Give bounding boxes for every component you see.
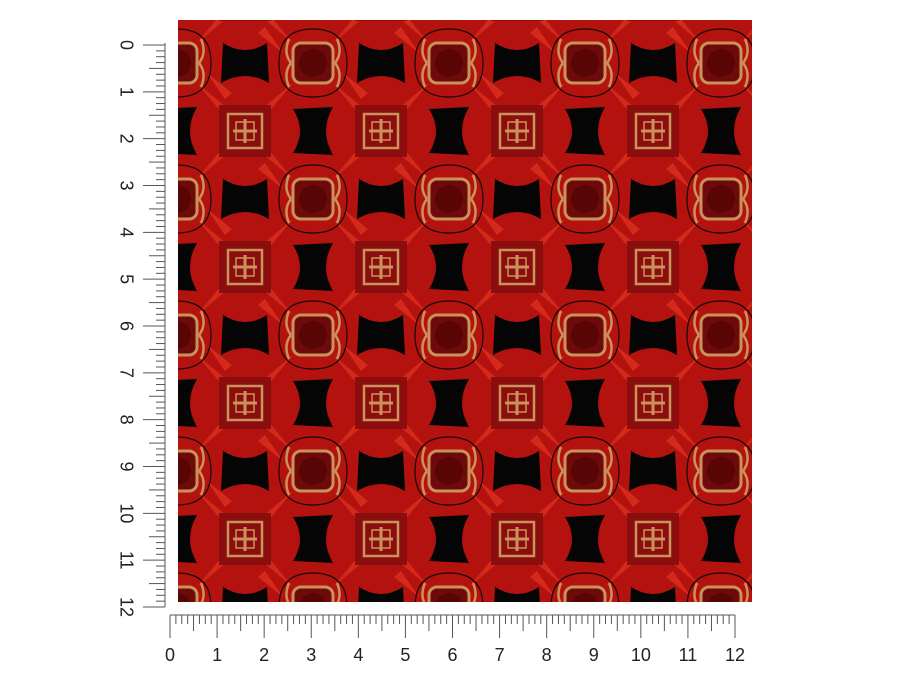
horizontal-ruler: 0 1 2 3 4 5 6 7 8 9 10 11 12 bbox=[165, 614, 745, 665]
ruler-label: 5 bbox=[400, 645, 410, 665]
ruler-label: 12 bbox=[116, 597, 136, 617]
ruler-label: 10 bbox=[116, 503, 136, 523]
ruler-label: 0 bbox=[165, 645, 175, 665]
ruler-label: 4 bbox=[116, 227, 136, 237]
ruler-label: 12 bbox=[725, 645, 745, 665]
ruler-label: 9 bbox=[589, 645, 599, 665]
ruler-label: 2 bbox=[116, 134, 136, 144]
pattern-swatch bbox=[178, 20, 752, 602]
ruler-label: 1 bbox=[212, 645, 222, 665]
ruler-label: 8 bbox=[116, 415, 136, 425]
ruler-label: 4 bbox=[353, 645, 363, 665]
ruler-label: 3 bbox=[306, 645, 316, 665]
ruler-label: 10 bbox=[631, 645, 651, 665]
ruler-label: 6 bbox=[447, 645, 457, 665]
ruler-label: 11 bbox=[116, 551, 136, 570]
ruler-label: 6 bbox=[116, 321, 136, 331]
ruler-label: 1 bbox=[116, 87, 136, 97]
ruler-label: 5 bbox=[116, 274, 136, 284]
ruler-label: 7 bbox=[116, 368, 136, 378]
ruler-label: 9 bbox=[116, 461, 136, 471]
ruler-label: 8 bbox=[542, 645, 552, 665]
ruler-label: 7 bbox=[495, 645, 505, 665]
ruler-label: 0 bbox=[116, 40, 136, 50]
ruler-label: 11 bbox=[679, 645, 698, 665]
ruler-label: 3 bbox=[116, 180, 136, 190]
ruler-label: 2 bbox=[259, 645, 269, 665]
